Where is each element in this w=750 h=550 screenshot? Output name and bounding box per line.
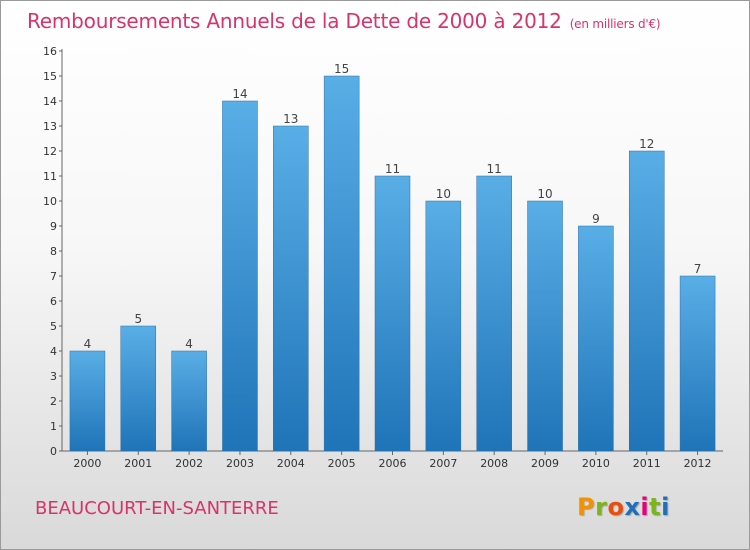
y-tick-label: 4 [50,345,57,358]
y-tick-label: 12 [43,145,57,158]
bar-2008 [476,175,512,452]
bar-2006 [374,175,411,452]
y-tick-label: 0 [50,445,57,458]
bar-2011 [628,150,665,452]
y-tick-label: 7 [50,270,57,283]
bar-2004 [273,125,309,452]
x-tick-label: 2000 [73,457,101,470]
x-tick-label: 2006 [379,457,407,470]
bar-2001 [120,325,157,452]
y-tick-label: 8 [50,245,57,258]
proxiti-logo: Proxiti [577,493,670,521]
y-tick-label: 5 [50,320,57,333]
x-tick-label: 2002 [175,457,203,470]
x-tick-label: 2012 [684,457,712,470]
bar-value-label: 5 [134,312,142,326]
bar-value-label: 4 [185,337,193,351]
y-tick-label: 2 [50,395,57,408]
bar-2000 [69,350,106,452]
x-tick-label: 2011 [633,457,661,470]
bar-value-label: 11 [487,162,502,176]
x-tick-label: 2003 [226,457,254,470]
x-tick-label: 2001 [124,457,152,470]
y-tick-label: 10 [43,195,57,208]
x-tick-label: 2010 [582,457,610,470]
logo-letter: r [595,493,608,521]
x-tick-label: 2008 [480,457,508,470]
bar-value-label: 4 [84,337,92,351]
bar-value-label: 15 [334,62,349,76]
y-tick-label: 14 [43,95,57,108]
bar-value-label: 13 [283,112,298,126]
y-tick-label: 6 [50,295,57,308]
x-tick-label: 2005 [328,457,356,470]
bar-value-label: 12 [639,137,654,151]
chart-labels: 4 5 4 14 13 15 11 10 11 10 9 12 7 [84,62,702,351]
y-tick-label: 9 [50,220,57,233]
bar-2007 [425,200,462,452]
commune-name: BEAUCOURT-EN-SANTERRE [35,498,279,519]
bar-2003 [222,100,258,452]
chart-subtitle: (en milliers d'€) [569,17,661,31]
y-tick-label: 1 [50,420,57,433]
logo-letter: t [649,493,662,521]
bar-value-label: 14 [232,87,247,101]
x-tick-label: 2007 [429,457,457,470]
bar-value-label: 9 [592,212,600,226]
bar-2005 [323,75,360,452]
logo-letter: x [624,493,641,521]
chart-bars [69,75,716,452]
logo-letter: o [607,493,625,521]
bar-2009 [527,200,563,452]
logo-letter: P [577,493,596,521]
bar-value-label: 10 [537,187,552,201]
bar-2010 [578,225,614,452]
x-tick-label: 2004 [277,457,305,470]
bar-value-label: 11 [385,162,400,176]
bar-2002 [171,350,207,452]
y-tick-label: 3 [50,370,57,383]
y-tick-label: 15 [43,70,57,83]
x-tick-label: 2009 [531,457,559,470]
y-tick-label: 13 [43,120,57,133]
bar-value-label: 10 [436,187,451,201]
logo-letter: i [640,493,650,521]
chart-title-text: Remboursements Annuels de la Dette de 20… [27,9,562,33]
chart-title: Remboursements Annuels de la Dette de 20… [27,9,661,33]
y-tick-label: 11 [43,170,57,183]
bar-2012 [679,275,716,452]
y-tick-label: 16 [43,45,57,58]
bar-value-label: 7 [694,262,702,276]
logo-letter: i [661,493,670,521]
